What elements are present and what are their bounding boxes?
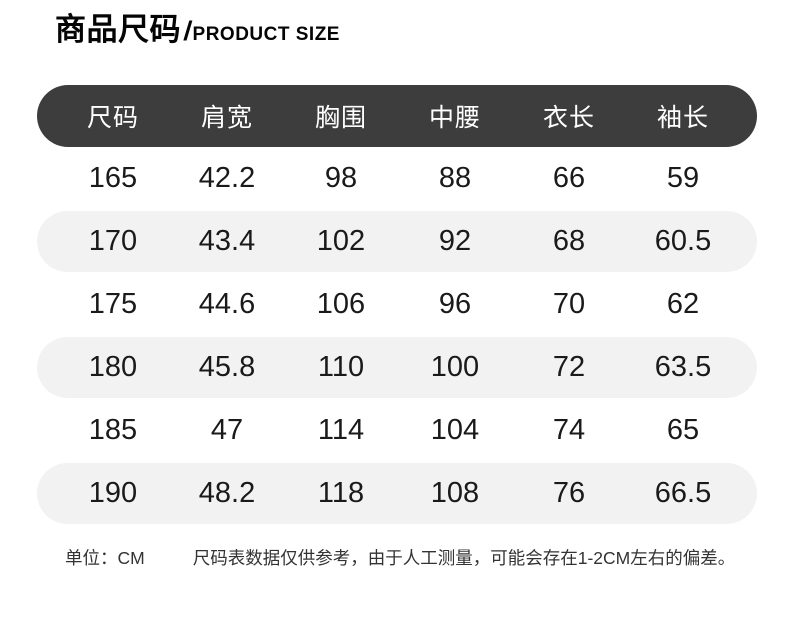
column-header-chest: 胸围 — [314, 104, 367, 132]
table-cell: 190 — [88, 477, 138, 509]
column-header-shoulder-width: 肩宽 — [200, 104, 253, 132]
table-cell: 72 — [552, 351, 586, 383]
table-cell: 47 — [210, 414, 244, 446]
table-cell: 92 — [438, 225, 472, 257]
table-cell: 108 — [430, 477, 480, 509]
page-title: 商品尺码 / PRODUCT SIZE — [55, 12, 340, 47]
table-cell: 60.5 — [654, 225, 712, 257]
table-cell: 185 — [88, 414, 138, 446]
table-cell: 63.5 — [654, 351, 712, 383]
table-row-170: 170 43.4 102 92 68 60.5 — [37, 211, 757, 272]
table-cell: 42.2 — [198, 162, 256, 194]
table-footnote: 单位：CM 尺码表数据仅供参考，由于人工测量，可能会存在1-2CM左右的偏差。 — [65, 545, 735, 570]
table-cell: 110 — [317, 351, 365, 383]
table-cell: 88 — [438, 162, 472, 194]
table-cell: 170 — [88, 225, 138, 257]
table-cell: 165 — [88, 162, 138, 194]
column-header-sleeve-length: 袖长 — [656, 104, 709, 132]
table-cell: 68 — [552, 225, 586, 257]
table-cell: 44.6 — [198, 288, 256, 320]
table-row-190: 190 48.2 118 108 76 66.5 — [37, 463, 757, 524]
unit-label: 单位：CM — [65, 548, 145, 568]
table-cell: 98 — [324, 162, 358, 194]
table-cell: 43.4 — [198, 225, 256, 257]
table-cell: 102 — [316, 225, 366, 257]
table-row-165: 165 42.2 98 88 66 59 — [37, 147, 757, 210]
table-cell: 66 — [552, 162, 586, 194]
table-row-180: 180 45.8 110 100 72 63.5 — [37, 337, 757, 398]
table-cell: 100 — [430, 351, 480, 383]
table-cell: 114 — [317, 414, 365, 446]
title-english: PRODUCT SIZE — [192, 24, 340, 45]
column-header-garment-length: 衣长 — [542, 104, 595, 132]
table-cell: 175 — [88, 288, 138, 320]
table-row-175: 175 44.6 106 96 70 62 — [37, 273, 757, 336]
table-cell: 96 — [438, 288, 472, 320]
table-cell: 118 — [317, 477, 365, 509]
table-cell: 180 — [88, 351, 138, 383]
table-cell: 74 — [552, 414, 586, 446]
column-header-mid-waist: 中腰 — [428, 104, 481, 132]
table-cell: 76 — [552, 477, 586, 509]
table-cell: 70 — [552, 288, 586, 320]
table-row-185: 185 47 114 104 74 65 — [37, 399, 757, 462]
size-table: 尺码 肩宽 胸围 中腰 衣长 袖长 165 42.2 98 88 66 59 1… — [37, 85, 757, 525]
table-cell: 104 — [430, 414, 480, 446]
table-cell: 66.5 — [654, 477, 712, 509]
table-cell: 48.2 — [198, 477, 256, 509]
table-cell: 45.8 — [198, 351, 256, 383]
disclaimer-note: 尺码表数据仅供参考，由于人工测量，可能会存在1-2CM左右的偏差。 — [192, 548, 736, 568]
table-cell: 62 — [666, 288, 700, 320]
table-cell: 65 — [666, 414, 700, 446]
table-cell: 59 — [666, 162, 700, 194]
column-header-size: 尺码 — [86, 104, 139, 132]
title-slash-divider: / — [182, 16, 194, 46]
table-header-row: 尺码 肩宽 胸围 中腰 衣长 袖长 — [37, 85, 757, 147]
title-chinese: 商品尺码 — [55, 12, 181, 47]
table-cell: 106 — [316, 288, 366, 320]
